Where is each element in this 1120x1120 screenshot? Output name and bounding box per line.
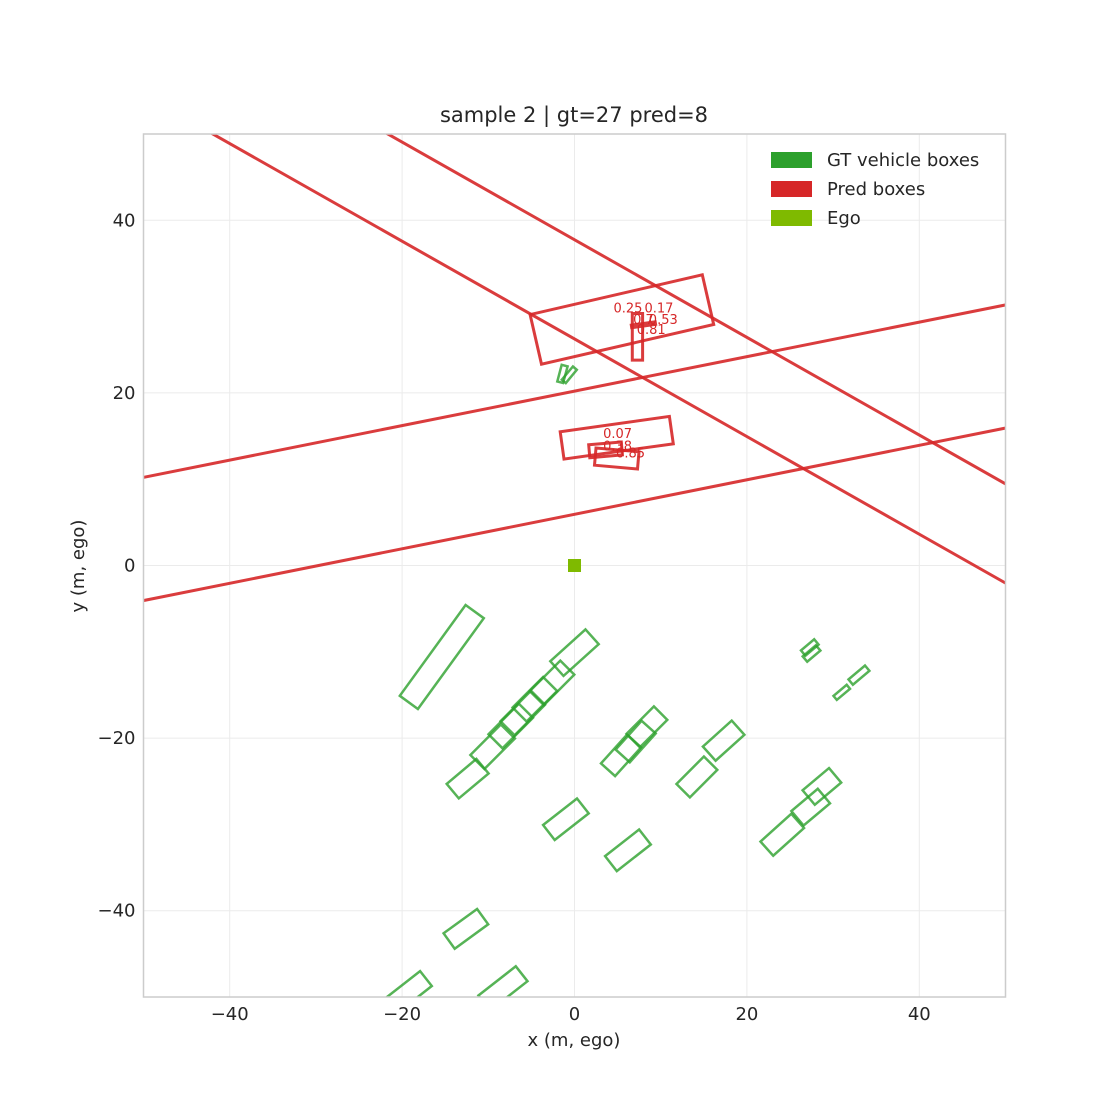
pred-box [629, 320, 658, 330]
gt-box [800, 643, 823, 664]
y-tick-label: −20 [98, 728, 136, 749]
legend-swatch-gt [771, 152, 812, 168]
ego-marker [568, 559, 581, 572]
gt-box [674, 754, 720, 800]
chart-title: sample 2 | gt=27 pred=8 [440, 103, 708, 128]
pred-score-label: 0.85 [616, 447, 645, 462]
y-ticks: −40 −20 0 20 40 [98, 210, 136, 921]
pred-boxes-layer [143, 134, 1006, 603]
pred-box [592, 446, 641, 471]
y-tick-label: 0 [124, 556, 135, 577]
gt-box [758, 812, 806, 858]
x-axis-label: x (m, ego) [528, 1030, 621, 1051]
gt-box [384, 969, 434, 997]
legend: GT vehicle boxes Pred boxes Ego [771, 150, 979, 229]
gt-box [701, 718, 747, 763]
legend-swatch-pred [771, 181, 812, 197]
pred-score-label: 0.17 [644, 302, 673, 317]
x-tick-label: −20 [383, 1004, 421, 1025]
score-labels-layer: 0.25 0.170.70.530.81 0.070.380.85 [603, 302, 678, 462]
legend-label-ego: Ego [827, 208, 861, 229]
pred-score-label: 0.53 [649, 313, 678, 328]
gt-box [599, 732, 643, 778]
x-tick-label: 0 [569, 1004, 580, 1025]
pred-score-label: 0.25 [613, 302, 642, 317]
legend-label-pred: Pred boxes [827, 179, 925, 200]
pred-box [143, 303, 1006, 603]
x-tick-label: 20 [735, 1004, 758, 1025]
y-tick-label: −40 [98, 901, 136, 922]
gt-box [548, 627, 601, 678]
pred-box [558, 414, 675, 461]
y-axis-label: y (m, ego) [68, 520, 89, 613]
gt-box [441, 907, 490, 951]
x-ticks: −40 −20 0 20 40 [211, 1004, 931, 1025]
gt-box [398, 603, 486, 711]
gt-box [560, 364, 579, 385]
gt-box [800, 766, 843, 807]
x-tick-label: 40 [908, 1004, 931, 1025]
legend-swatch-ego [771, 210, 812, 226]
legend-label-gt: GT vehicle boxes [827, 150, 979, 171]
gt-box [444, 757, 491, 801]
gt-box [603, 827, 653, 873]
x-tick-label: −40 [211, 1004, 249, 1025]
gt-box [831, 683, 852, 702]
pred-score-label: 0.38 [603, 440, 632, 455]
y-tick-label: 20 [113, 383, 136, 404]
pred-score-label: 0.07 [603, 427, 632, 442]
pred-score-label: 0.7 [633, 313, 654, 328]
gt-box [846, 663, 872, 687]
gt-box [789, 787, 832, 828]
gt-box [486, 701, 535, 751]
gt-box [613, 719, 658, 765]
plot-frame [142, 133, 1007, 998]
gt-box [541, 796, 591, 842]
pred-box [630, 312, 645, 362]
pred-box [209, 134, 1006, 585]
gt-boxes-layer [384, 363, 872, 997]
gt-box [476, 964, 530, 997]
ego-layer [568, 559, 581, 572]
y-tick-label: 40 [113, 210, 136, 231]
pred-box [528, 273, 716, 366]
gt-box [555, 363, 570, 385]
pred-score-label: 0.81 [637, 323, 666, 338]
